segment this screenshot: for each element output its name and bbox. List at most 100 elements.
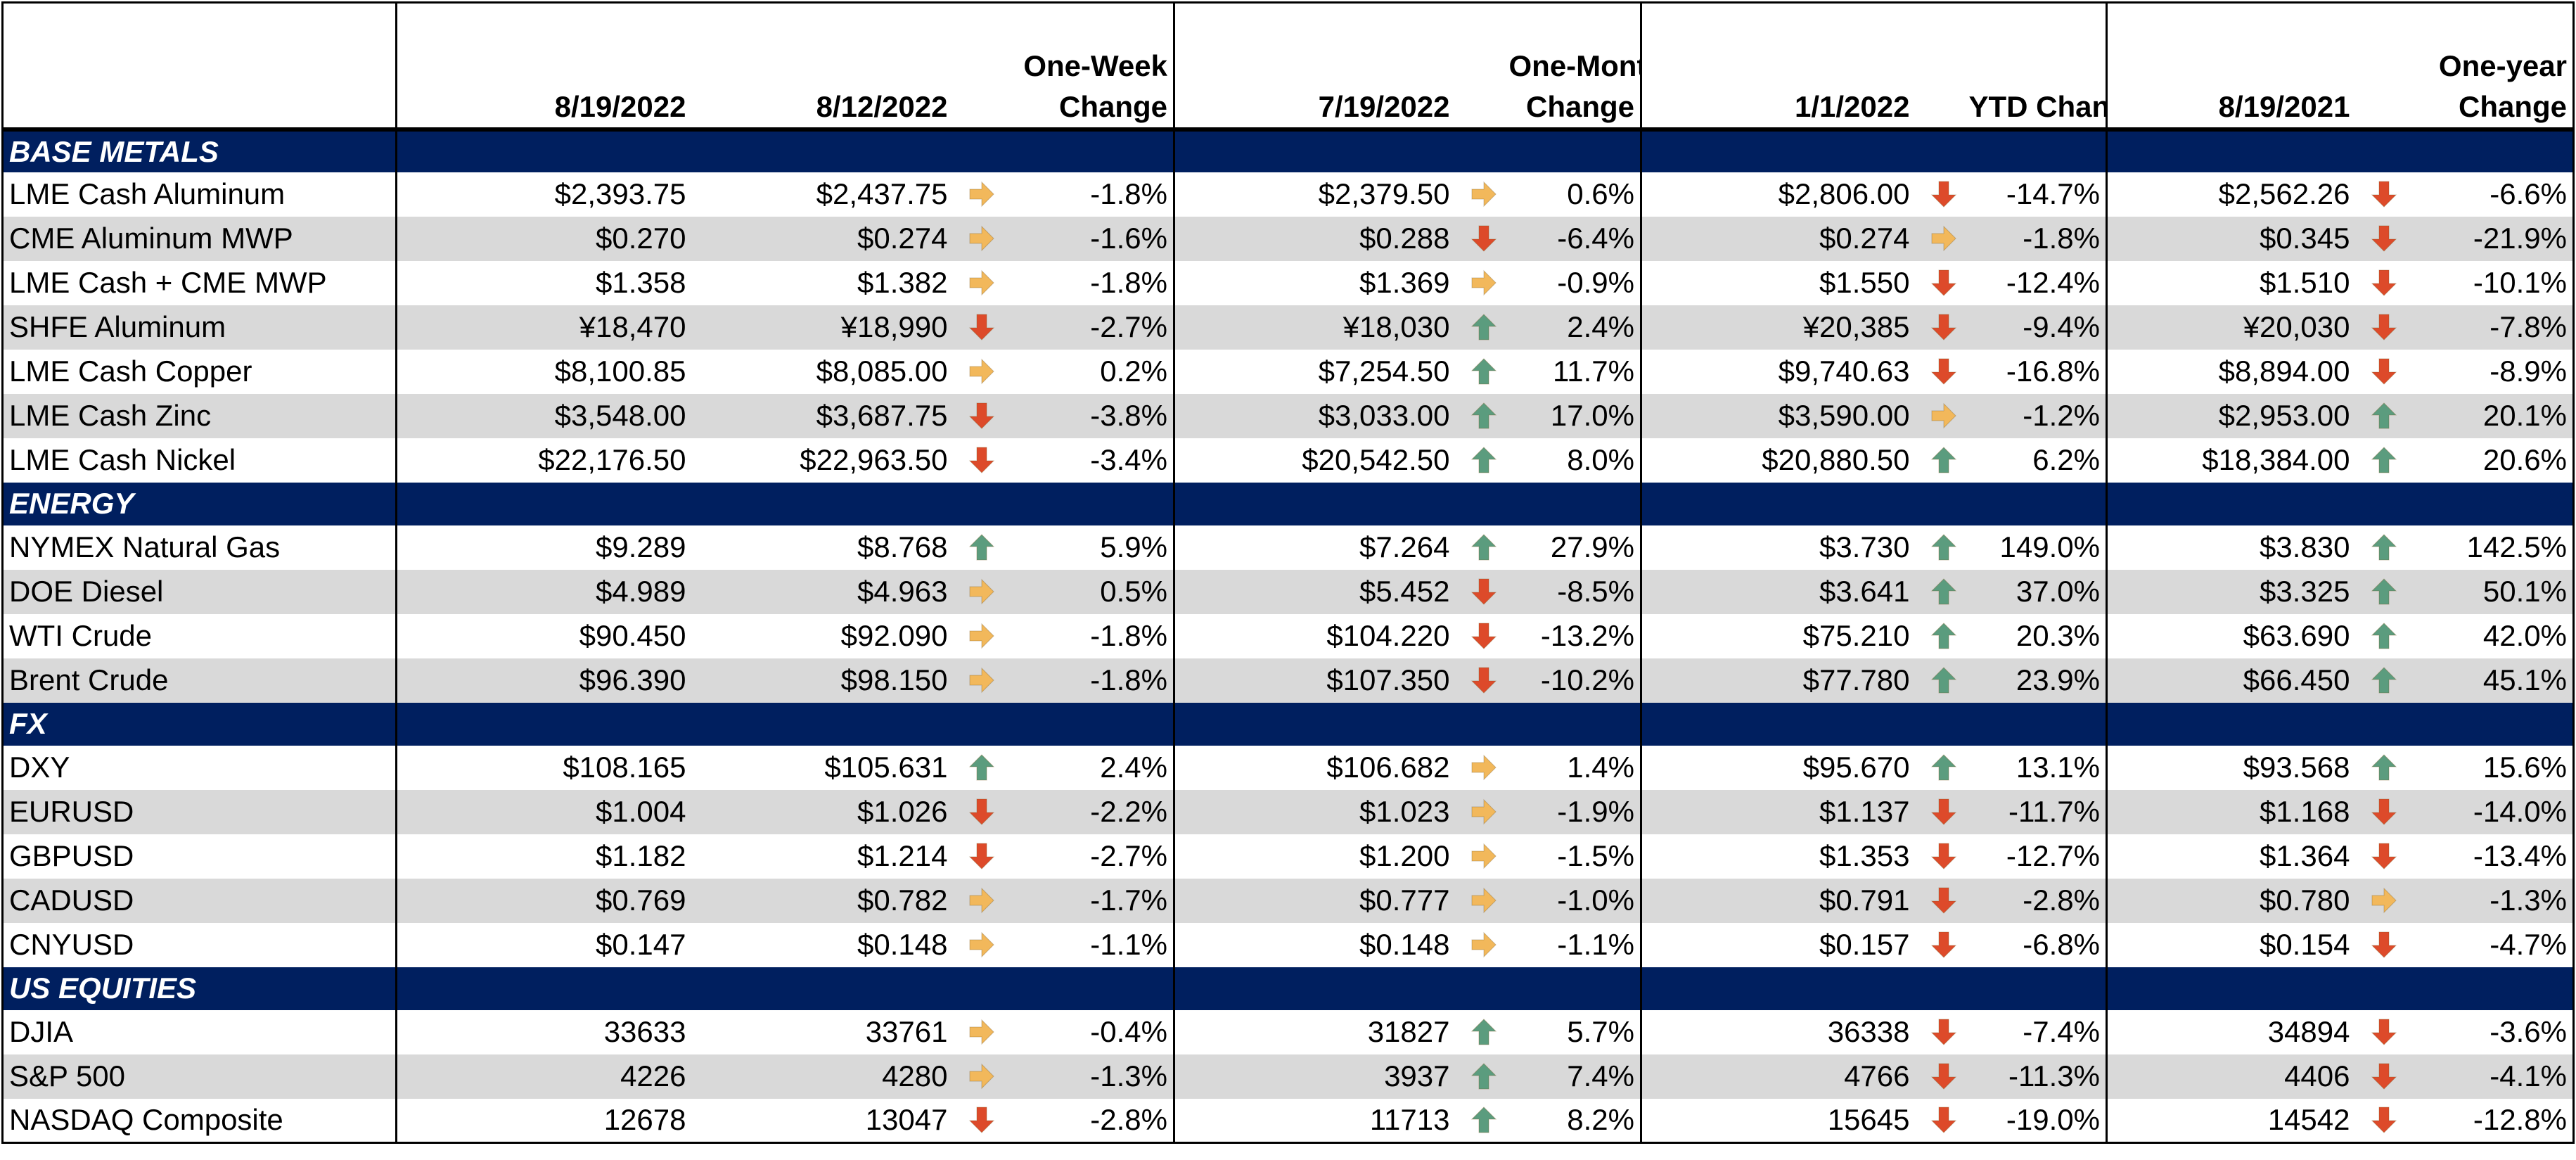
ytd-start-value: 36338 <box>1640 1009 1916 1054</box>
year-ago-value: ¥20,030 <box>2106 305 2356 350</box>
section-header-row: ENERGY <box>2 482 2574 525</box>
ytd-change: -12.7% <box>1963 834 2107 879</box>
ytd-change: -9.4% <box>1963 305 2107 350</box>
arrow-down-icon <box>2371 843 2397 869</box>
arrow-down-icon <box>1930 931 1956 958</box>
table-row: SHFE Aluminum ¥18,470 ¥18,990 -2.7% ¥18,030 2… <box>2 305 2574 350</box>
week-trend-icon <box>953 1009 1001 1054</box>
month-ago-value: 11713 <box>1173 1098 1456 1144</box>
week-trend-icon <box>953 305 1001 350</box>
week-ago-value: $22,963.50 <box>691 438 954 483</box>
month-trend-icon <box>1455 349 1504 394</box>
week-trend-icon <box>953 922 1001 967</box>
arrow-right-icon <box>969 181 994 208</box>
year-change: -12.8% <box>2403 1098 2574 1144</box>
current-value: $0.769 <box>395 878 692 923</box>
week-change: -2.7% <box>1001 305 1174 350</box>
week-trend-icon <box>953 393 1001 438</box>
instrument-name: LME Cash Copper <box>2 349 397 394</box>
arrow-down-icon <box>2371 1107 2397 1133</box>
ytd-change: -6.8% <box>1963 922 2107 967</box>
table-row: DXY $108.165 $105.631 2.4% $106.682 1.4% $95.6… <box>2 745 2574 790</box>
arrow-down-icon <box>968 447 994 473</box>
ytd-change: 37.0% <box>1963 569 2107 614</box>
current-value: $1.004 <box>395 789 692 834</box>
arrow-down-icon <box>1930 798 1956 825</box>
arrow-right-icon <box>1471 798 1497 825</box>
arrow-right-icon <box>1931 225 1956 252</box>
week-change: 2.4% <box>1001 745 1174 790</box>
section-band-cell <box>395 702 692 746</box>
current-value: $9.289 <box>395 525 692 570</box>
arrow-down-icon <box>968 843 994 869</box>
section-band-cell <box>1963 703 2107 746</box>
ytd-start-value: $0.791 <box>1640 878 1916 923</box>
arrow-down-icon <box>2371 181 2397 208</box>
arrow-down-icon <box>1470 578 1497 605</box>
ytd-change: 23.9% <box>1963 658 2107 703</box>
arrow-down-icon <box>968 798 994 825</box>
section-band-cell <box>1173 967 1456 1010</box>
month-trend-icon <box>1455 613 1504 658</box>
week-trend-icon <box>953 1054 1001 1099</box>
week-ago-value: ¥18,990 <box>691 305 954 350</box>
arrow-down-icon <box>1930 314 1956 340</box>
current-value: $96.390 <box>395 658 692 703</box>
week-trend-icon <box>953 1098 1001 1144</box>
arrow-up-icon <box>1470 534 1497 561</box>
year-ago-value: 34894 <box>2106 1009 2356 1054</box>
section-band-cell <box>1456 703 1504 746</box>
column-header: One-year Change <box>2403 2 2574 132</box>
current-value: 12678 <box>395 1098 692 1144</box>
section-title: ENERGY <box>9 487 134 520</box>
year-change: 42.0% <box>2403 613 2574 658</box>
table-row: NASDAQ Composite 12678 13047 -2.8% 11713 8.2%… <box>2 1098 2574 1144</box>
arrow-right-icon <box>969 1063 994 1090</box>
ytd-start-value: ¥20,385 <box>1640 305 1916 350</box>
section-header-row: FX <box>2 702 2574 746</box>
instrument-name: LME Cash Zinc <box>2 393 397 438</box>
ytd-trend-icon <box>1915 1098 1963 1144</box>
year-ago-value: $3.325 <box>2106 569 2356 614</box>
week-ago-value: $8,085.00 <box>691 349 954 394</box>
section-band-cell <box>1504 483 1641 525</box>
year-ago-value: 14542 <box>2106 1098 2356 1144</box>
section-band-cell <box>2404 967 2574 1010</box>
year-trend-icon <box>2355 438 2404 483</box>
week-ago-value: $0.148 <box>691 922 954 967</box>
ytd-trend-icon <box>1915 216 1963 261</box>
arrow-down-icon <box>1930 269 1956 296</box>
arrow-down-icon <box>2371 931 2397 958</box>
current-value: 33633 <box>395 1009 692 1054</box>
section-band-cell <box>2356 483 2404 525</box>
week-change: 5.9% <box>1001 525 1174 570</box>
week-ago-value: $105.631 <box>691 745 954 790</box>
month-trend-icon <box>1455 438 1504 483</box>
section-title: FX <box>9 707 47 740</box>
section-band-cell <box>1640 129 1916 172</box>
month-ago-value: $1.200 <box>1173 834 1456 879</box>
arrow-up-icon <box>1930 578 1956 605</box>
year-ago-value: $2,953.00 <box>2106 393 2356 438</box>
instrument-name: CADUSD <box>2 878 397 923</box>
year-ago-value: $0.345 <box>2106 216 2356 261</box>
arrow-up-icon <box>1470 314 1497 340</box>
month-ago-value: $106.682 <box>1173 745 1456 790</box>
ytd-trend-icon <box>1915 1009 1963 1054</box>
section-band-cell <box>692 129 954 172</box>
ytd-trend-icon <box>1915 569 1963 614</box>
current-value: $90.450 <box>395 613 692 658</box>
section-band-cell <box>2106 702 2356 746</box>
ytd-trend-icon <box>1915 658 1963 703</box>
month-change: 7.4% <box>1503 1054 1641 1099</box>
table-row: Brent Crude $96.390 $98.150 -1.8% $107.350 -1… <box>2 658 2574 703</box>
year-change: -10.1% <box>2403 260 2574 305</box>
table-row: LME Cash Aluminum $2,393.75 $2,437.75 -1.8%… <box>2 172 2574 217</box>
ytd-trend-icon <box>1915 878 1963 923</box>
instrument-name: DOE Diesel <box>2 569 397 614</box>
arrow-down-icon <box>2371 1063 2397 1090</box>
month-trend-icon <box>1455 1054 1504 1099</box>
section-band-cell <box>1916 129 1963 172</box>
ytd-start-value: $95.670 <box>1640 745 1916 790</box>
instrument-name: DJIA <box>2 1009 397 1054</box>
